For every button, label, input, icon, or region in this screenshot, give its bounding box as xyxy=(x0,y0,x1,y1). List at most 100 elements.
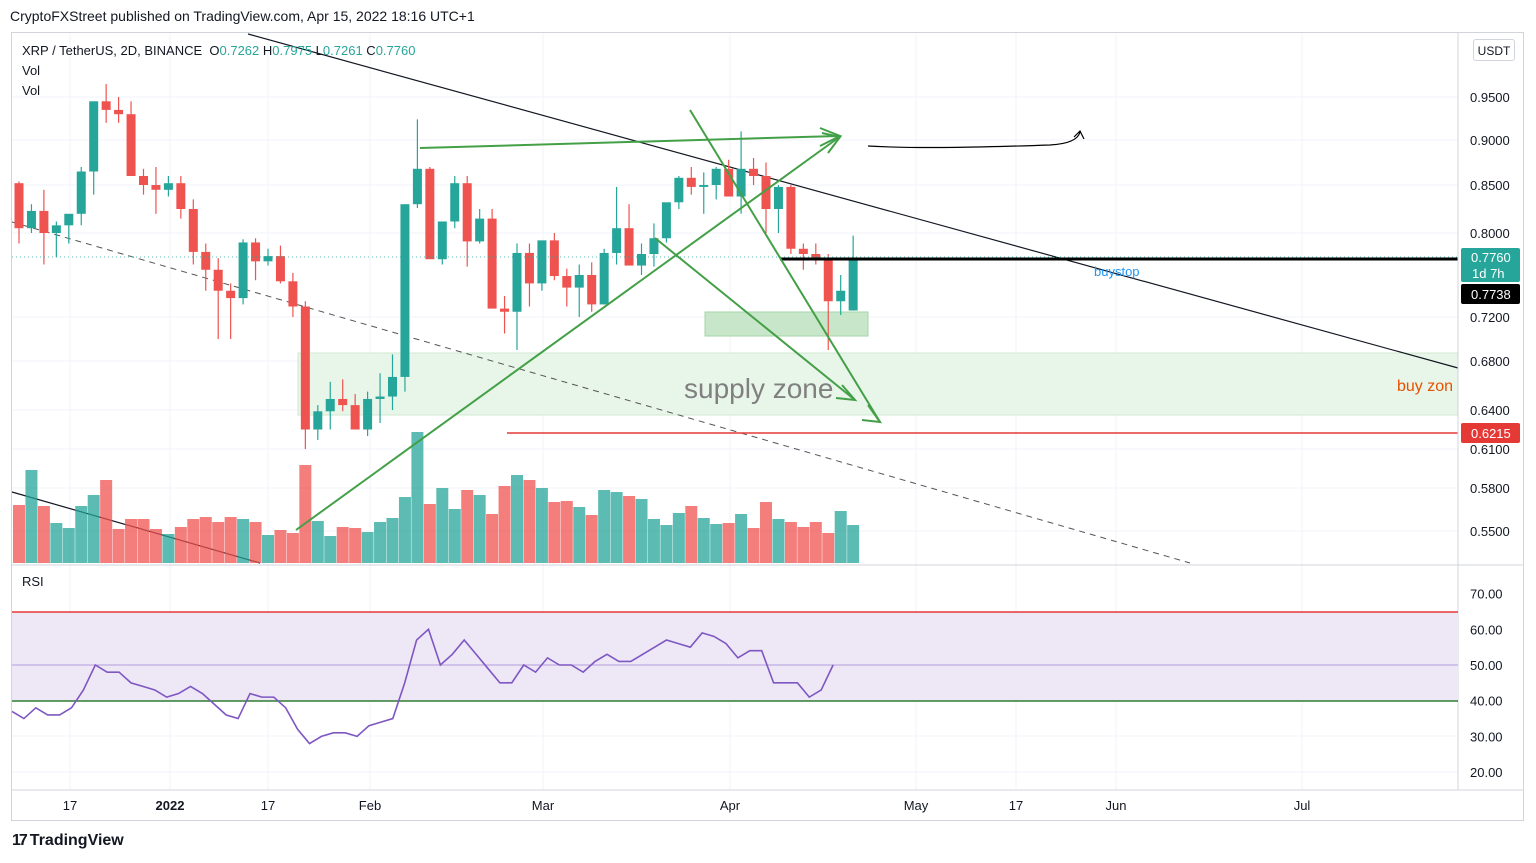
candle-body xyxy=(549,240,559,277)
candle-body xyxy=(313,411,323,430)
candle-body xyxy=(562,276,572,288)
price-tick-label: 0.5800 xyxy=(1470,481,1510,496)
candle-body xyxy=(126,114,136,176)
volume-bar xyxy=(274,530,287,563)
volume-bar xyxy=(809,522,822,563)
price-axis-ticks: 0.9500 0.9000 0.8500 0.8000 0.7200 0.6800 0.64… xyxy=(1470,90,1510,539)
rsi-band xyxy=(12,612,1458,701)
candle-body xyxy=(363,398,373,430)
volume-bar xyxy=(436,488,449,563)
candle-body xyxy=(238,242,248,299)
price-tick-label: 0.6100 xyxy=(1470,442,1510,457)
time-tick-label: Apr xyxy=(720,798,741,813)
candle-body xyxy=(400,204,410,377)
open-value: 0.7262 xyxy=(219,43,260,58)
close-value: 0.7760 xyxy=(375,43,416,58)
level-price-value: 0.7738 xyxy=(1471,287,1511,302)
candle-body xyxy=(450,183,460,222)
volume-bar xyxy=(523,480,536,563)
volume-bar xyxy=(112,529,125,563)
volume-bar xyxy=(62,528,75,563)
candlestick-series xyxy=(14,84,858,449)
low-value: 0.7261 xyxy=(322,43,363,58)
volume-bar xyxy=(349,528,362,563)
candle-body xyxy=(686,177,696,187)
rsi-tick-label: 40.00 xyxy=(1470,694,1503,709)
candle-body xyxy=(637,254,646,266)
volume-bar xyxy=(37,506,50,563)
candle-body xyxy=(14,183,24,229)
price-tick-label: 0.9000 xyxy=(1470,133,1510,148)
volume-bar xyxy=(548,502,561,563)
volume-bar xyxy=(174,527,187,563)
chart-frame[interactable] xyxy=(11,32,1524,821)
candle-body xyxy=(64,213,74,226)
candle-body xyxy=(786,186,796,249)
rsi-legend[interactable]: RSI xyxy=(22,574,44,589)
volume-bar xyxy=(822,533,835,563)
downtrend-line xyxy=(247,33,1459,369)
candle-body xyxy=(711,168,721,185)
support-price-value: 0.6215 xyxy=(1471,426,1511,441)
candle-body xyxy=(823,259,833,302)
volume-bar xyxy=(125,519,138,563)
buystop-label: buystop xyxy=(1094,264,1140,279)
rsi-tick-label: 30.00 xyxy=(1470,729,1503,744)
candle-body xyxy=(773,186,783,209)
volume-bar xyxy=(585,515,598,563)
price-tick-label: 0.6800 xyxy=(1470,354,1510,369)
volume-bar xyxy=(560,501,573,563)
candle-body xyxy=(587,275,597,305)
rsi-tick-label: 50.00 xyxy=(1470,658,1503,673)
buy-zone-area xyxy=(297,352,1459,416)
volume-bars xyxy=(13,432,860,563)
candle-body xyxy=(724,168,734,197)
volume-bar xyxy=(262,535,274,563)
volume-legend-2[interactable]: Vol xyxy=(22,83,41,98)
time-tick-label: May xyxy=(904,798,929,813)
currency-button[interactable]: USDT xyxy=(1473,39,1515,61)
supply-zone-label: supply zone xyxy=(684,373,833,404)
volume-bar xyxy=(610,492,623,563)
candle-body xyxy=(624,228,634,266)
volume-bar xyxy=(473,495,486,563)
tradingview-brand: TradingView xyxy=(29,832,124,849)
candle-body xyxy=(201,251,211,270)
volume-bar xyxy=(847,525,860,563)
volume-bar xyxy=(149,529,162,563)
candle-body xyxy=(51,225,61,233)
time-tick-label: 17 xyxy=(261,798,275,813)
volume-bar xyxy=(324,536,337,563)
volume-bar xyxy=(660,525,673,563)
candle-body xyxy=(612,228,622,253)
candle-body xyxy=(39,210,49,233)
volume-bar xyxy=(398,497,411,563)
candle-body xyxy=(811,254,821,260)
candle-body xyxy=(412,168,422,205)
small-zone-area xyxy=(704,311,869,337)
candle-body xyxy=(736,168,746,197)
candle-body xyxy=(649,238,659,254)
candle-body xyxy=(350,405,360,430)
candle-body xyxy=(512,252,522,312)
volume-bar xyxy=(75,506,88,563)
symbol-label[interactable]: XRP / TetherUS, 2D, BINANCE xyxy=(22,43,203,58)
candle-body xyxy=(76,171,86,214)
volume-bar xyxy=(199,517,212,563)
price-tick-label: 0.7200 xyxy=(1470,310,1510,325)
volume-bar xyxy=(573,507,586,563)
volume-legend-1[interactable]: Vol xyxy=(22,63,41,78)
volume-bar xyxy=(212,522,225,563)
tradingview-footer[interactable]: 17 TradingView xyxy=(12,832,124,850)
candle-body xyxy=(661,202,671,239)
candle-body xyxy=(114,109,124,115)
volume-bar xyxy=(623,496,636,563)
volume-bar xyxy=(784,522,797,563)
candle-body xyxy=(275,256,285,282)
candle-body xyxy=(151,185,161,190)
volume-bar xyxy=(13,505,25,563)
price-tick-label: 0.5500 xyxy=(1470,524,1510,539)
volume-bar xyxy=(735,514,748,563)
volume-bar xyxy=(797,527,810,563)
